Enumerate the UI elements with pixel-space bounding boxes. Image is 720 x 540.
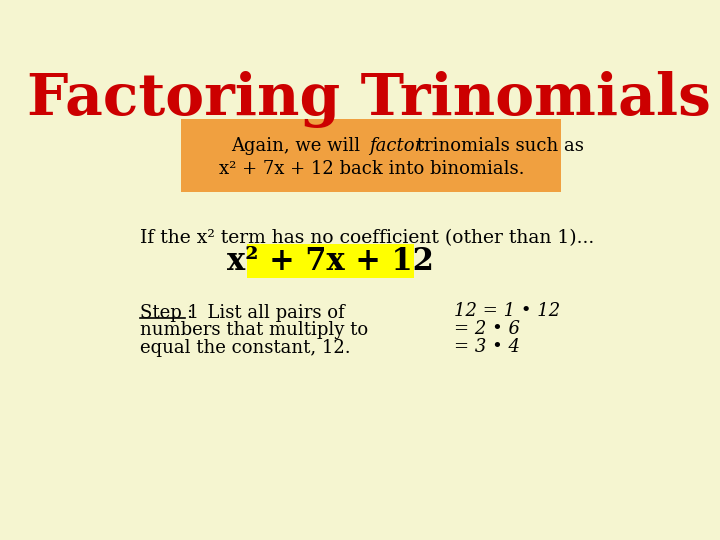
Text: List all pairs of: List all pairs of xyxy=(196,303,345,322)
Text: = 3 • 4: = 3 • 4 xyxy=(454,338,521,356)
Text: factor: factor xyxy=(369,137,423,154)
Text: = 2 • 6: = 2 • 6 xyxy=(454,320,521,338)
Text: equal the constant, 12.: equal the constant, 12. xyxy=(140,339,351,357)
Text: x² + 7x + 12: x² + 7x + 12 xyxy=(227,246,433,276)
FancyBboxPatch shape xyxy=(181,119,561,192)
Text: x² + 7x + 12 back into binomials.: x² + 7x + 12 back into binomials. xyxy=(219,160,524,178)
Text: Again, we will: Again, we will xyxy=(231,137,366,154)
Text: trinomials such as: trinomials such as xyxy=(411,137,584,154)
Text: numbers that multiply to: numbers that multiply to xyxy=(140,321,369,340)
Text: :: : xyxy=(186,303,192,322)
Text: Factoring Trinomials: Factoring Trinomials xyxy=(27,71,711,128)
Text: 12 = 1 • 12: 12 = 1 • 12 xyxy=(454,302,560,320)
Text: Step 1: Step 1 xyxy=(140,303,199,322)
Text: If the x² term has no coefficient (other than 1)...: If the x² term has no coefficient (other… xyxy=(140,229,595,247)
FancyBboxPatch shape xyxy=(247,244,413,278)
